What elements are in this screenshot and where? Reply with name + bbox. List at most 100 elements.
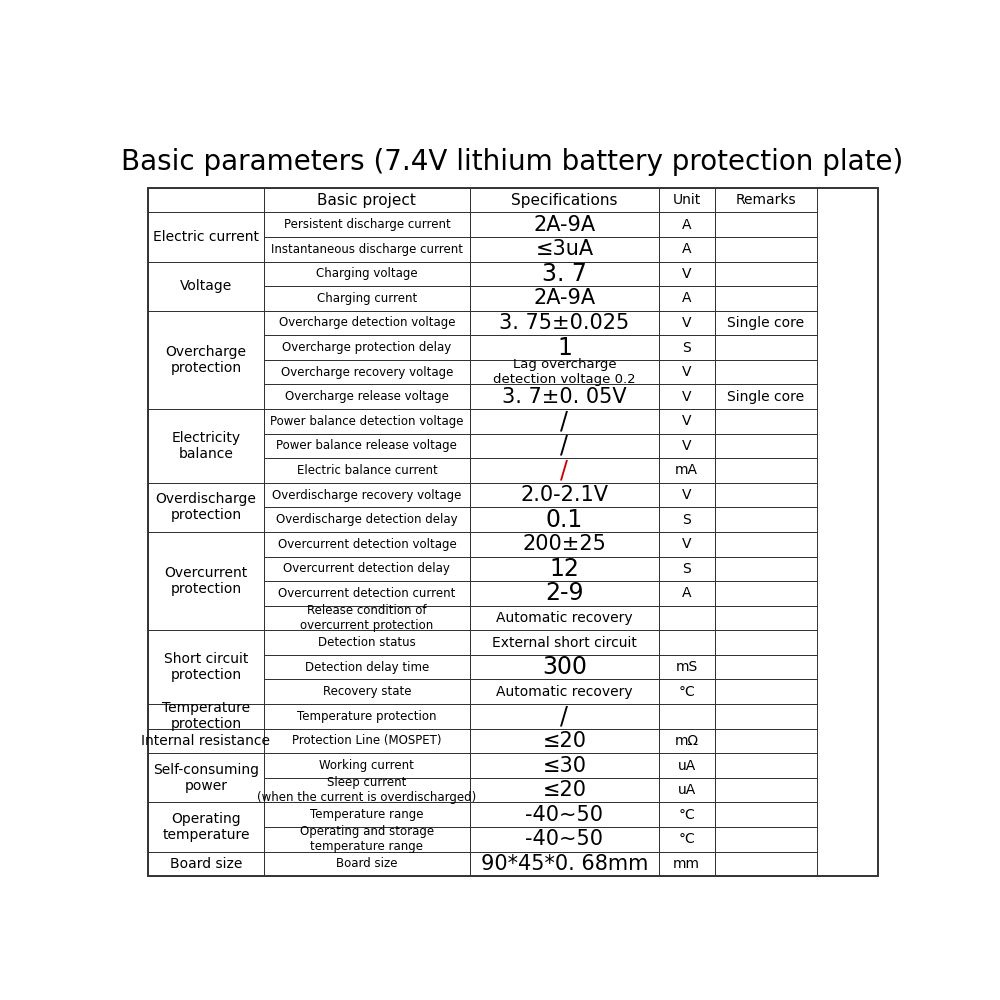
Bar [659, 532, 715, 557]
Bar [715, 286, 817, 311]
Bar [470, 557, 659, 581]
Bar [659, 212, 715, 237]
Text: Overdischarge
protection: Overdischarge protection [155, 492, 256, 522]
Text: 12: 12 [549, 557, 579, 581]
Text: uA: uA [678, 759, 696, 773]
Bar [470, 237, 659, 262]
Text: Automatic recovery: Automatic recovery [496, 611, 633, 625]
Bar [715, 704, 817, 729]
Bar [264, 852, 470, 876]
Text: Short circuit
protection: Short circuit protection [164, 652, 248, 682]
Text: Overcurrent detection current: Overcurrent detection current [278, 587, 456, 600]
Bar [715, 581, 817, 606]
Text: S: S [682, 562, 691, 576]
Text: Persistent discharge current: Persistent discharge current [284, 218, 450, 231]
Text: V: V [682, 414, 691, 428]
Bar [148, 188, 264, 212]
Text: ≤3uA: ≤3uA [535, 239, 593, 259]
Bar [470, 827, 659, 852]
Text: Basic project: Basic project [317, 193, 416, 208]
Text: A: A [682, 218, 691, 232]
Bar [264, 335, 470, 360]
Bar [470, 188, 659, 212]
Bar [148, 483, 264, 532]
Bar [659, 188, 715, 212]
Text: Electric current: Electric current [153, 230, 259, 244]
Text: 3. 7±0. 05V: 3. 7±0. 05V [502, 387, 627, 407]
Bar [659, 262, 715, 286]
Text: S: S [682, 341, 691, 355]
Text: Overcurrent
protection: Overcurrent protection [164, 566, 248, 596]
Text: Power balance detection voltage: Power balance detection voltage [270, 415, 464, 428]
Text: ≤30: ≤30 [542, 756, 586, 776]
Text: uA: uA [678, 783, 696, 797]
Text: 90*45*0. 68mm: 90*45*0. 68mm [481, 854, 648, 874]
Bar [659, 581, 715, 606]
Bar [470, 458, 659, 483]
Text: V: V [682, 537, 691, 551]
Text: Sleep current
(when the current is overdischarged): Sleep current (when the current is overd… [257, 776, 477, 804]
Bar [715, 778, 817, 802]
Bar [470, 581, 659, 606]
Bar [715, 557, 817, 581]
Bar [715, 679, 817, 704]
Bar [659, 557, 715, 581]
Bar [715, 827, 817, 852]
Bar [470, 507, 659, 532]
Bar [264, 655, 470, 679]
Bar [264, 630, 470, 655]
Bar [715, 335, 817, 360]
Bar [264, 311, 470, 335]
Bar [715, 753, 817, 778]
Bar [264, 286, 470, 311]
Bar [264, 507, 470, 532]
Bar [715, 237, 817, 262]
Text: /: / [560, 434, 568, 458]
Bar [470, 606, 659, 630]
Bar [715, 262, 817, 286]
Bar [659, 286, 715, 311]
Text: V: V [682, 267, 691, 281]
Text: V: V [682, 390, 691, 404]
Bar [470, 335, 659, 360]
Text: 2-9: 2-9 [545, 581, 584, 605]
Bar [715, 384, 817, 409]
Text: /: / [560, 458, 568, 482]
Bar [148, 188, 878, 876]
Bar [470, 360, 659, 384]
Bar [470, 532, 659, 557]
Bar [264, 262, 470, 286]
Bar [715, 507, 817, 532]
Text: Working current: Working current [319, 759, 414, 772]
Text: Protection Line (MOSPET): Protection Line (MOSPET) [292, 734, 442, 747]
Bar [148, 532, 264, 630]
Bar [470, 212, 659, 237]
Bar [470, 852, 659, 876]
Text: mA: mA [675, 463, 698, 477]
Text: Voltage: Voltage [180, 279, 232, 293]
Bar [148, 729, 264, 753]
Text: Single core: Single core [727, 316, 804, 330]
Text: A: A [682, 242, 691, 256]
Bar [659, 655, 715, 679]
Bar [470, 262, 659, 286]
Text: Instantaneous discharge current: Instantaneous discharge current [271, 243, 463, 256]
Text: Detection status: Detection status [318, 636, 416, 649]
Text: 300: 300 [542, 655, 587, 679]
Text: °C: °C [678, 808, 695, 822]
Text: 2A-9A: 2A-9A [533, 215, 595, 235]
Text: -40~50: -40~50 [525, 805, 603, 825]
Bar [659, 606, 715, 630]
Text: ≤20: ≤20 [542, 731, 586, 751]
Bar [264, 532, 470, 557]
Bar [715, 606, 817, 630]
Bar [264, 458, 470, 483]
Text: Remarks: Remarks [736, 193, 796, 207]
Text: Automatic recovery: Automatic recovery [496, 685, 633, 699]
Bar [148, 704, 264, 729]
Text: 0.1: 0.1 [546, 508, 583, 532]
Text: Specifications: Specifications [511, 193, 618, 208]
Bar [715, 212, 817, 237]
Bar [264, 827, 470, 852]
Bar [470, 679, 659, 704]
